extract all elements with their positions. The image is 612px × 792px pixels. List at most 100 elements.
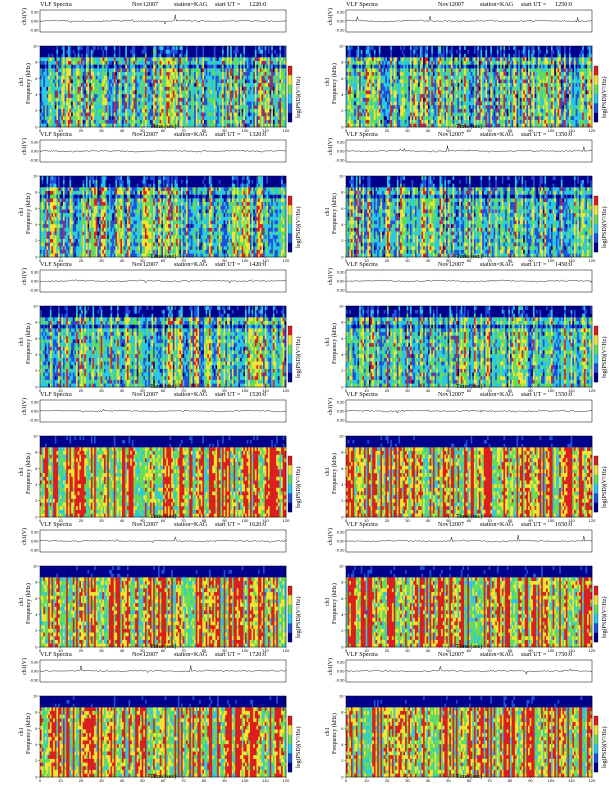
- colorbar-segment: [594, 66, 598, 76]
- x-tick-label: 90: [528, 128, 533, 133]
- colorbar-frame: [593, 715, 599, 773]
- x-tick-label: 90: [528, 388, 533, 393]
- x-tick-label: 30: [405, 388, 410, 393]
- colorbar-frame: [287, 455, 293, 513]
- waveform-tick-label: 0.00: [337, 18, 346, 23]
- colorbar-label: log(PSD)(V²/Hz): [602, 207, 608, 248]
- y-tick-label: 4: [35, 92, 38, 97]
- colorbar-segment: [594, 112, 598, 123]
- waveform-tick-label: 0.00: [337, 668, 346, 673]
- y-tick-label: 8: [341, 60, 344, 65]
- panel-date: Nov12007: [438, 0, 464, 9]
- y-tick-label: 0: [341, 774, 344, 779]
- spectrogram-xlabel: Time (sec): [150, 383, 176, 390]
- colorbar-frame: [593, 585, 599, 643]
- colorbar-label: log(PSD)(V²/Hz): [296, 77, 302, 118]
- x-tick-label: 10: [364, 648, 369, 653]
- y-tick-label: 4: [35, 222, 38, 227]
- waveform-tick-label: -0.30: [335, 547, 345, 552]
- x-tick-label: 60: [161, 648, 166, 653]
- x-tick-label: 110: [262, 518, 269, 523]
- x-tick-label: 30: [99, 518, 104, 523]
- panel-start-label: start UT =: [521, 0, 546, 9]
- colorbar-label: log(PSD)(V²/Hz): [296, 337, 302, 378]
- panel-title: VLF Spectra: [346, 260, 378, 269]
- spectrogram-cells: [346, 46, 593, 128]
- spectrogram-ylabel-ch: ch1: [325, 77, 331, 86]
- panel-start-label: start UT =: [215, 260, 240, 269]
- x-tick-label: 50: [446, 258, 451, 263]
- colorbar-segment: [288, 586, 292, 596]
- y-tick-label: 2: [341, 628, 344, 633]
- x-tick-label: 70: [487, 778, 492, 783]
- y-tick-label: 10: [339, 173, 344, 178]
- y-tick-label: 10: [33, 303, 38, 308]
- waveform-tick-label: 0.00: [31, 148, 40, 153]
- spectrogram-ylabel-ch: ch1: [325, 597, 331, 606]
- panel-start-label: start UT =: [215, 0, 240, 9]
- colorbar-frame: [593, 195, 599, 253]
- x-tick-label: 120: [589, 258, 596, 263]
- y-tick-label: 10: [339, 433, 344, 438]
- y-tick-label: 10: [33, 433, 38, 438]
- y-tick-label: 6: [341, 596, 344, 601]
- x-tick-label: 100: [548, 128, 555, 133]
- y-tick-label: 6: [341, 206, 344, 211]
- panel-title: VLF Spectra: [346, 650, 378, 659]
- panel-title: VLF Spectra: [40, 0, 72, 9]
- y-tick-label: 6: [35, 76, 38, 81]
- colorbar-frame: [287, 585, 293, 643]
- x-tick-label: 110: [568, 778, 575, 783]
- panel-date: Nov12007: [132, 390, 158, 399]
- x-tick-label: 10: [364, 778, 369, 783]
- waveform-tick-label: 0.30: [31, 139, 40, 144]
- colorbar-frame: [287, 325, 293, 383]
- y-tick-label: 10: [339, 563, 344, 568]
- y-tick-label: 4: [341, 612, 344, 617]
- spectrogram-ylabel: Frequency (kHz): [26, 713, 32, 754]
- colorbar-segment: [594, 484, 598, 494]
- panel-start-time: 1250:0: [555, 0, 572, 9]
- x-tick-label: 10: [58, 518, 63, 523]
- panel-date: Nov12007: [132, 520, 158, 529]
- x-tick-label: 30: [405, 258, 410, 263]
- colorbar-segment: [594, 354, 598, 364]
- panel-start-label: start UT =: [521, 520, 546, 529]
- colorbar-segment: [288, 326, 292, 336]
- x-tick-label: 50: [446, 648, 451, 653]
- x-tick-label: 0: [345, 518, 348, 523]
- spectrogram-cells: [40, 696, 287, 778]
- x-tick-label: 40: [120, 388, 125, 393]
- colorbar-segment: [594, 84, 598, 95]
- waveform-trace: [39, 408, 287, 413]
- y-tick-label: 0: [341, 254, 344, 259]
- waveform-tick-label: 0.00: [337, 278, 346, 283]
- x-tick-label: 40: [426, 258, 431, 263]
- x-tick-label: 100: [242, 388, 249, 393]
- x-tick-label: 80: [202, 128, 207, 133]
- spectrogram-panel-1550-0: 0.30 0.00 -0.30 0 2 4 6 8 10 0 10 20 30 40 50 60 70 80 90 1…: [306, 390, 612, 523]
- colorbar-label: log(PSD)(V²/Hz): [602, 337, 608, 378]
- colorbar-segment: [594, 103, 598, 113]
- x-tick-label: 60: [161, 778, 166, 783]
- waveform-tick-label: 0.30: [337, 9, 346, 14]
- spectrogram-cells: [346, 306, 593, 388]
- x-tick-label: 10: [364, 388, 369, 393]
- x-tick-label: 110: [262, 778, 269, 783]
- spectrogram-ylabel: Frequency (kHz): [332, 713, 338, 754]
- waveform-tick-label: 0.30: [31, 399, 40, 404]
- x-tick-label: 40: [120, 258, 125, 263]
- colorbar-segment: [594, 604, 598, 615]
- colorbar-frame: [593, 65, 599, 123]
- colorbar-segment: [288, 502, 292, 513]
- x-tick-label: 110: [262, 648, 269, 653]
- x-tick-label: 90: [222, 258, 227, 263]
- x-tick-label: 30: [99, 258, 104, 263]
- colorbar-label: log(PSD)(V²/Hz): [602, 77, 608, 118]
- waveform-trace: [39, 536, 287, 544]
- spectrogram-panel-1250-0: 0.30 0.00 -0.30 0 2 4 6 8 10 0 10 20 30 40 50 60 70 80 90 1…: [306, 0, 612, 133]
- x-tick-label: 20: [385, 518, 390, 523]
- x-tick-label: 60: [161, 128, 166, 133]
